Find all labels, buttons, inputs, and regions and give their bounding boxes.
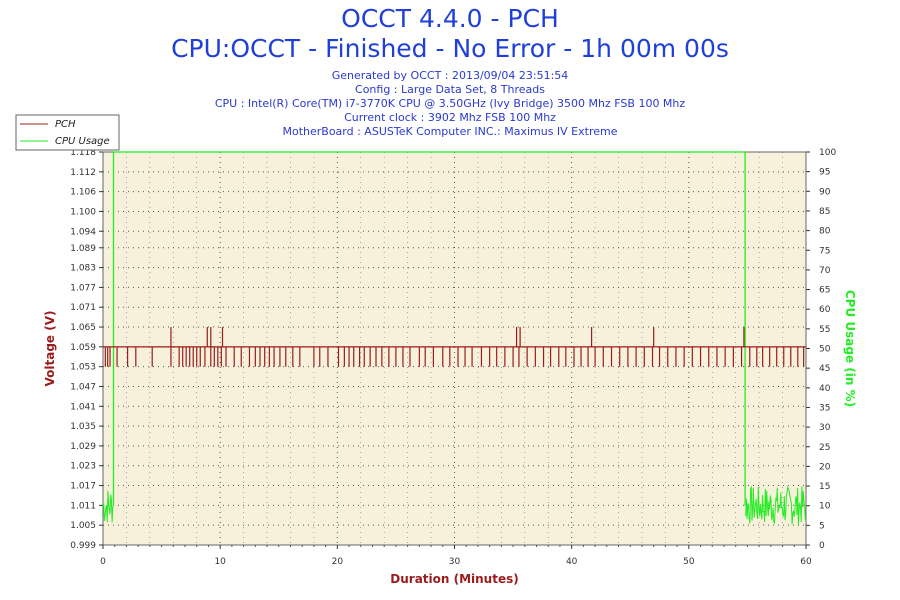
y2-tick-label: 15 xyxy=(819,482,830,492)
y-tick-label: 1.017 xyxy=(70,482,96,492)
chart-subtitle: CPU:OCCT - Finished - No Error - 1h 00m … xyxy=(171,34,729,63)
y2-tick-label: 0 xyxy=(819,541,825,551)
y2-tick-label: 100 xyxy=(819,148,836,158)
y2-tick-label: 80 xyxy=(819,227,831,237)
y-tick-label: 1.118 xyxy=(70,148,96,158)
y2-tick-label: 50 xyxy=(819,345,831,355)
y-axis-label: Voltage (V) xyxy=(43,311,57,387)
y-tick-label: 1.053 xyxy=(70,363,96,373)
x-tick-label: 0 xyxy=(100,557,106,567)
y2-tick-label: 25 xyxy=(819,443,830,453)
y2-tick-label: 55 xyxy=(819,325,830,335)
chart-title: OCCT 4.4.0 - PCH xyxy=(341,4,559,33)
info-motherboard: MotherBoard : ASUSTeK Computer INC.: Max… xyxy=(282,125,618,138)
y-tick-label: 1.041 xyxy=(70,402,96,412)
cpu-usage-idle-end xyxy=(745,485,806,526)
y-tick-label: 1.065 xyxy=(70,323,96,333)
cpu-usage-line xyxy=(112,151,746,506)
y-tick-label: 1.035 xyxy=(70,422,96,432)
info-clock: Current clock : 3902 Mhz FSB 100 Mhz xyxy=(344,111,556,124)
x-tick-label: 40 xyxy=(566,557,578,567)
x-tick-label: 50 xyxy=(683,557,695,567)
legend-label-pch: PCH xyxy=(55,119,76,130)
y2-tick-label: 5 xyxy=(819,521,825,531)
y2-tick-label: 45 xyxy=(819,364,830,374)
x-tick-label: 60 xyxy=(800,557,812,567)
info-generated: Generated by OCCT : 2013/09/04 23:51:54 xyxy=(331,69,569,82)
y-tick-label: 1.011 xyxy=(70,501,96,511)
y2-tick-label: 30 xyxy=(819,423,831,433)
y-tick-label: 1.112 xyxy=(70,168,96,178)
y2-tick-label: 35 xyxy=(819,403,830,413)
y-tick-label: 1.077 xyxy=(70,283,96,293)
y-tick-label: 1.059 xyxy=(70,343,96,353)
y2-axis-label: CPU Usage (in %) xyxy=(843,290,857,407)
x-axis-label: Duration (Minutes) xyxy=(390,572,518,586)
y-tick-label: 1.094 xyxy=(70,227,96,237)
info-config: Config : Large Data Set, 8 Threads xyxy=(355,83,545,96)
x-tick-label: 30 xyxy=(449,557,461,567)
y2-tick-label: 70 xyxy=(819,266,831,276)
y2-tick-label: 85 xyxy=(819,207,830,217)
x-tick-label: 10 xyxy=(214,557,226,567)
x-tick-label: 20 xyxy=(332,557,344,567)
y2-tick-label: 75 xyxy=(819,246,830,256)
y-tick-label: 1.047 xyxy=(70,382,96,392)
cpu-usage-idle-start xyxy=(102,490,114,523)
y2-tick-label: 20 xyxy=(819,462,831,472)
legend-box xyxy=(15,114,120,151)
y-tick-label: 1.071 xyxy=(70,303,96,313)
y-tick-label: 1.106 xyxy=(70,188,96,198)
y-tick-label: 1.005 xyxy=(70,521,96,531)
y2-tick-label: 65 xyxy=(819,286,830,296)
info-cpu: CPU : Intel(R) Core(TM) i7-3770K CPU @ 3… xyxy=(214,97,686,110)
y2-tick-label: 90 xyxy=(819,187,831,197)
y2-tick-label: 10 xyxy=(819,502,831,512)
y2-tick-label: 95 xyxy=(819,168,830,178)
y-tick-label: 0.999 xyxy=(70,541,96,551)
y2-tick-label: 60 xyxy=(819,305,831,315)
y2-tick-label: 40 xyxy=(819,384,831,394)
y-tick-label: 1.089 xyxy=(70,244,96,254)
y-tick-label: 1.100 xyxy=(70,207,96,217)
y-tick-label: 1.083 xyxy=(70,264,96,274)
legend-label-cpu-usage: CPU Usage xyxy=(55,136,110,147)
y-tick-label: 1.029 xyxy=(70,442,96,452)
y-tick-label: 1.023 xyxy=(70,462,96,472)
